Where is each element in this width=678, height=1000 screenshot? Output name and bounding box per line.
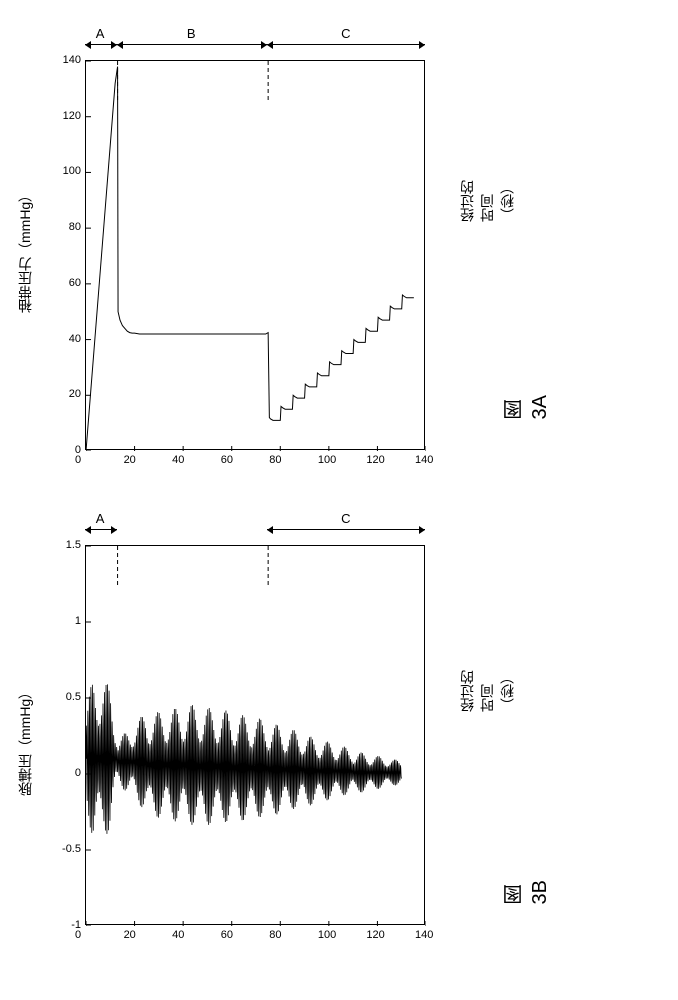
y-tick: 100	[53, 165, 81, 177]
x-tick: 100	[318, 454, 336, 466]
region-arrow	[85, 44, 117, 45]
x-tick: 100	[318, 929, 336, 941]
region-arrow	[117, 44, 268, 45]
y-tick: 120	[53, 110, 81, 122]
region-arrow	[267, 529, 425, 530]
chart-b-plot	[85, 545, 425, 925]
region-label: B	[187, 26, 196, 41]
chart-b-figure-label: 图3B	[500, 880, 552, 904]
chart-a-x-label: 经过的时间（秒）	[457, 180, 517, 222]
chart-b-x-label: 经过的时间（秒）	[457, 670, 517, 712]
y-tick: 20	[53, 388, 81, 400]
chart-a-plot	[85, 60, 425, 450]
region-label: A	[96, 511, 105, 526]
x-tick: 40	[172, 454, 184, 466]
y-tick: -0.5	[53, 843, 81, 855]
x-tick: 40	[172, 929, 184, 941]
x-tick: 80	[269, 929, 281, 941]
x-tick: 140	[415, 929, 433, 941]
x-tick: 80	[269, 454, 281, 466]
y-tick: 0	[53, 767, 81, 779]
x-tick: 120	[366, 929, 384, 941]
x-tick: 20	[124, 929, 136, 941]
chart-a-y-label: 袖带压力（mmHg）	[15, 150, 35, 350]
chart-a-figure-label: 图3A	[500, 395, 552, 419]
region-arrow	[267, 44, 425, 45]
y-tick: 0	[53, 444, 81, 456]
x-tick: 20	[124, 454, 136, 466]
region-label: C	[341, 511, 350, 526]
y-tick: 60	[53, 277, 81, 289]
x-tick: 140	[415, 454, 433, 466]
region-label: C	[341, 26, 350, 41]
y-tick: 80	[53, 221, 81, 233]
x-tick: 60	[221, 454, 233, 466]
y-tick: -1	[53, 919, 81, 931]
y-tick: 1.5	[53, 539, 81, 551]
region-arrow	[85, 529, 117, 530]
x-tick: 120	[366, 454, 384, 466]
x-tick: 60	[221, 929, 233, 941]
region-label: A	[96, 26, 105, 41]
y-tick: 40	[53, 333, 81, 345]
y-tick: 1	[53, 615, 81, 627]
chart-b-y-label: 脉搏压（mmHg）	[15, 650, 35, 830]
y-tick: 140	[53, 54, 81, 66]
y-tick: 0.5	[53, 691, 81, 703]
